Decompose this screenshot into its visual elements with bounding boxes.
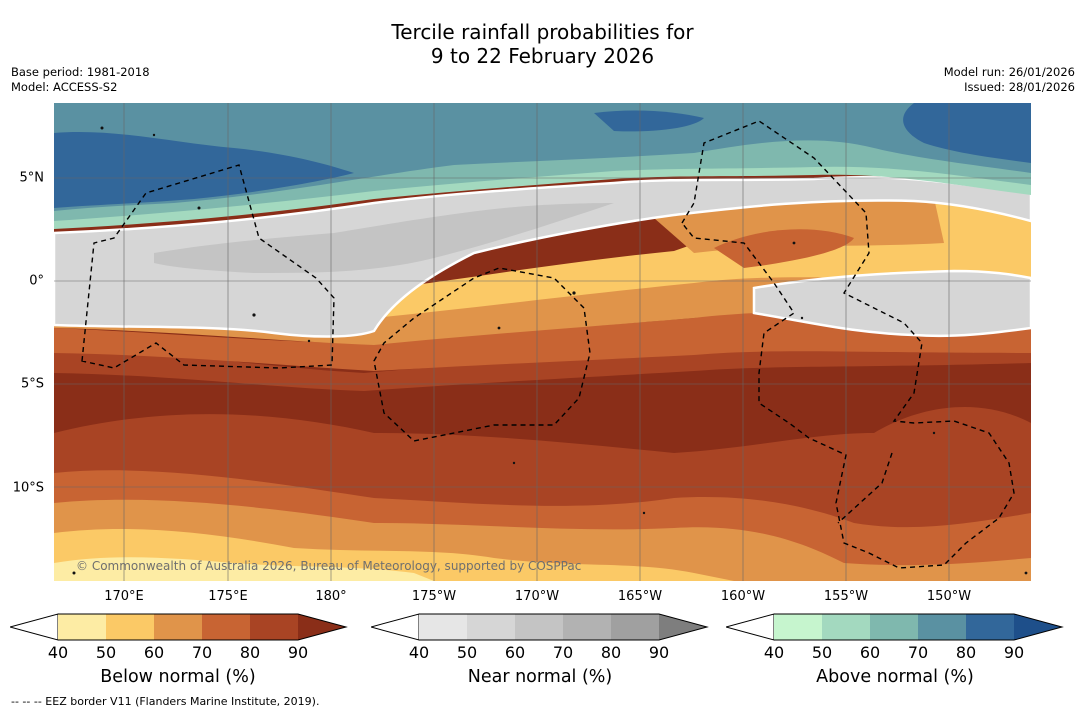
colorbar-near-bin-1 — [419, 614, 467, 640]
colorbar-below-bin-2 — [106, 614, 154, 640]
meta-right: Model run: 26/01/2026 Issued: 28/01/2026 — [944, 65, 1075, 95]
cb-near-tick: 40 — [408, 643, 430, 662]
model-name: Model: ACCESS-S2 — [11, 80, 118, 94]
cb-below-tick: 80 — [239, 643, 261, 662]
colorbar-below-bin-5 — [250, 614, 298, 640]
region-blue-dark-east — [903, 103, 1031, 163]
colorbar-near-bin-4 — [563, 614, 611, 640]
colorbar-near-normal — [371, 613, 709, 641]
title-line-2: 9 to 22 February 2026 — [430, 44, 655, 68]
issued-date: Issued: 28/01/2026 — [964, 80, 1075, 94]
colorbar-near-title: Near normal (%) — [467, 667, 613, 687]
colorbar-near-low-arrow — [371, 613, 420, 641]
lon-label-180: 180° — [315, 589, 347, 604]
lat-label-10s: 10°S — [12, 480, 44, 496]
lon-label-165w: 165°W — [617, 589, 663, 604]
colorbar-above-bin-2 — [822, 614, 870, 640]
colorbar-near-bin-3 — [515, 614, 563, 640]
colorbar-above-bin-3 — [870, 614, 918, 640]
colorbar-below-normal — [10, 613, 348, 641]
model-run: Model run: 26/01/2026 — [943, 65, 1075, 79]
cb-below-tick: 60 — [143, 643, 165, 662]
colorbar-above-normal — [726, 613, 1064, 641]
eez-footnote: -- -- -- EEZ border V11 (Flanders Marine… — [11, 695, 320, 708]
cb-above-tick: 50 — [811, 643, 833, 662]
cb-above-tick: 60 — [859, 643, 881, 662]
cb-near-tick: 80 — [600, 643, 622, 662]
eez-borders — [81, 120, 1015, 569]
copyright-notice: © Commonwealth of Australia 2026, Bureau… — [76, 559, 582, 573]
region-brown-north — [54, 343, 1031, 391]
lat-label-5n: 5°N — [19, 170, 45, 186]
colorbar-above-low-arrow — [726, 613, 775, 641]
colorbar-below-low-arrow — [10, 613, 59, 641]
colorbar-above-title: Above normal (%) — [816, 667, 974, 687]
colorbar-above-bin-5 — [966, 614, 1014, 640]
region-blue-dark-west — [54, 131, 354, 208]
lon-label-155w: 155°W — [823, 589, 869, 604]
colorbar-above-bin-4 — [918, 614, 966, 640]
lon-label-160w: 160°W — [720, 589, 766, 604]
region-grey-east — [752, 269, 1031, 338]
region-orange-north — [54, 307, 1031, 371]
colorbar-below-bin-4 — [202, 614, 250, 640]
meta-left: Base period: 1981-2018 Model: ACCESS-S2 — [11, 65, 150, 95]
cb-below-tick: 50 — [95, 643, 117, 662]
cb-above-tick: 70 — [907, 643, 929, 662]
cb-above-tick: 90 — [1003, 643, 1025, 662]
colorbar-below-bin-3 — [154, 614, 202, 640]
colorbar-near-bin-5 — [611, 614, 659, 640]
cb-near-tick: 70 — [552, 643, 574, 662]
lat-label-5s: 5°S — [20, 376, 44, 392]
graticule — [54, 103, 1031, 581]
lon-label-170e: 170°E — [104, 589, 144, 604]
rainfall-map — [54, 103, 1031, 581]
eez-tuvalu-kiribati-west — [81, 164, 335, 369]
region-grey-mid — [154, 203, 614, 273]
cb-near-tick: 50 — [456, 643, 478, 662]
colorbar-above-bin-1 — [774, 614, 822, 640]
colorbar-near-bin-2 — [467, 614, 515, 640]
colorbar-below-bin-1 — [58, 614, 106, 640]
region-yellow-light-south — [54, 557, 434, 581]
cb-near-tick: 60 — [504, 643, 526, 662]
map-title: Tercile rainfall probabilities for 9 to … — [0, 20, 1085, 68]
base-period: Base period: 1981-2018 — [11, 65, 150, 79]
colorbar-below-title: Below normal (%) — [100, 667, 256, 687]
lon-label-175w: 175°W — [411, 589, 457, 604]
cb-below-tick: 40 — [47, 643, 69, 662]
islands — [72, 126, 1028, 575]
lon-label-170w: 170°W — [514, 589, 560, 604]
region-grey-light — [54, 175, 1031, 338]
title-line-1: Tercile rainfall probabilities for — [391, 20, 694, 44]
lon-label-175e: 175°E — [208, 589, 248, 604]
cb-below-tick: 70 — [191, 643, 213, 662]
region-blue-dark-center — [594, 110, 704, 132]
colorbar-above-high-arrow — [1014, 614, 1062, 640]
cb-above-tick: 80 — [955, 643, 977, 662]
cb-near-tick: 90 — [648, 643, 670, 662]
colorbar-below-high-arrow — [298, 614, 346, 640]
lon-label-150w: 150°W — [926, 589, 972, 604]
eez-cook-islands-north — [837, 452, 893, 524]
region-orange-dark-pocket — [714, 229, 854, 268]
eez-phoenix — [373, 267, 591, 442]
cb-below-tick: 90 — [287, 643, 309, 662]
colorbar-near-high-arrow — [659, 614, 707, 640]
lat-label-0: 0° — [29, 273, 44, 289]
cb-above-tick: 40 — [763, 643, 785, 662]
